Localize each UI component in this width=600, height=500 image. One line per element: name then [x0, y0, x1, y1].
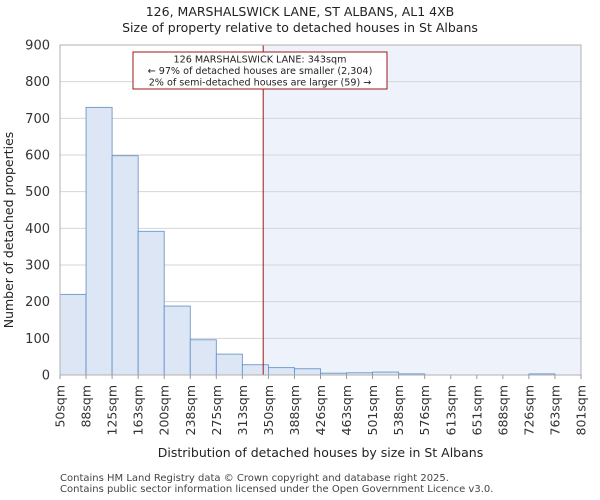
annotation-line: 2% of semi-detached houses are larger (5… [149, 78, 372, 89]
x-tick-label: 613sqm [443, 385, 458, 435]
chart-subtitle: Size of property relative to detached ho… [122, 20, 478, 35]
annotation-line: 126 MARSHALSWICK LANE: 343sqm [174, 55, 347, 66]
x-tick-label: 275sqm [209, 385, 224, 435]
chart-title: 126, MARSHALSWICK LANE, ST ALBANS, AL1 4… [145, 4, 455, 19]
x-axis-label: Distribution of detached houses by size … [158, 445, 483, 460]
histogram-bar [215, 353, 243, 376]
x-tick-label: 538sqm [391, 385, 406, 435]
x-tick-label: 163sqm [131, 385, 146, 435]
histogram-bar [111, 155, 139, 376]
histogram-bar [59, 293, 87, 376]
y-tick-label: 800 [25, 75, 50, 90]
x-tick-label: 801sqm [574, 385, 589, 435]
x-tick-label: 688sqm [495, 385, 510, 435]
x-tick-label: 50sqm [53, 385, 68, 428]
y-tick-label: 200 [25, 295, 50, 310]
histogram-bar [294, 368, 321, 376]
x-tick-label: 238sqm [183, 385, 198, 435]
x-tick-label: 88sqm [79, 385, 94, 428]
x-tick-label: 125sqm [105, 385, 120, 435]
histogram-bar [85, 106, 113, 376]
x-tick-label: 426sqm [313, 385, 328, 435]
x-tick-label: 576sqm [417, 385, 432, 435]
histogram-bar [241, 364, 269, 376]
y-tick-label: 900 [25, 39, 50, 54]
annotation-line: ← 97% of detached houses are smaller (2,… [148, 66, 373, 77]
y-axis-label: Number of detached properties [1, 132, 16, 329]
y-tick-label: 700 [25, 112, 50, 127]
annotation-box [132, 51, 388, 90]
histogram-bar [267, 367, 295, 376]
histogram-bar [163, 305, 191, 376]
x-tick-label: 350sqm [261, 385, 276, 435]
y-tick-label: 300 [25, 259, 50, 274]
x-tick-label: 501sqm [365, 385, 380, 435]
histogram-chart: 0 100 200 300 400 500 600 700 800 900 50sqm 88sqm 12… [1, 39, 589, 461]
x-tick-label: 726sqm [521, 385, 536, 435]
y-tick-label: 600 [25, 149, 50, 164]
footer-licence: Contains public sector information licen… [60, 484, 494, 495]
x-tick-label: 463sqm [339, 385, 354, 435]
x-tick-label: 651sqm [469, 385, 484, 435]
x-tick-label: 200sqm [157, 385, 172, 435]
x-tick-label: 763sqm [547, 385, 562, 435]
x-tick-label: 388sqm [287, 385, 302, 435]
footer-copyright: Contains HM Land Registry data © Crown c… [60, 473, 449, 484]
y-tick-label: 0 [42, 369, 50, 384]
histogram-bar [189, 339, 217, 376]
larger-region-shade [263, 45, 581, 375]
y-tick-label: 400 [25, 222, 50, 237]
histogram-bar [137, 230, 165, 376]
y-tick-label: 100 [25, 332, 50, 347]
x-tick-label: 313sqm [235, 385, 250, 435]
y-tick-label: 500 [25, 185, 50, 200]
